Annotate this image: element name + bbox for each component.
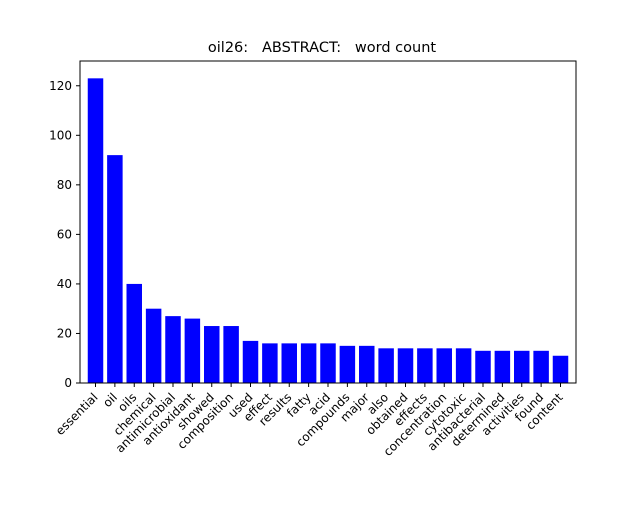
x-axis: essential oiloilschemicalantimicrobialant… [53,383,566,459]
y-axis: 0 20 40 60 80 100 120 [49,79,80,390]
bar-found [533,350,549,383]
bar-composition [223,326,239,383]
bar-antimicrobial [165,316,181,383]
bar-content [552,355,569,383]
bar-antibacterial [475,350,491,383]
y-tick-label: 100 [49,128,72,142]
y-tick-label: 80 [57,178,72,192]
bar-also [378,348,394,383]
bar-acid [320,343,336,383]
bar-essential [87,78,104,383]
bars-group [87,78,569,383]
y-tick-label: 0 [64,376,72,390]
bar-oils [126,283,142,383]
bar-effect [262,343,278,383]
y-tick-label: 120 [49,79,72,93]
bar-major [359,345,375,383]
x-tick-label: essential [53,390,101,438]
y-tick-label: 40 [57,277,72,291]
bar-chemical [145,308,162,383]
bar-compounds [339,345,356,383]
plot-frame [79,60,577,384]
bar-determined [494,350,511,383]
chart-title: oil26: ABSTRACT: word count [208,40,436,56]
bar-antioxidant [184,318,201,383]
bar-fatty [300,343,317,383]
bar-effects [417,348,433,383]
bar-activities [514,350,530,383]
bar-cytotoxic [455,348,472,383]
y-tick-label: 60 [57,227,72,241]
bar-used [242,340,259,383]
bar-oil [107,155,123,383]
bar-results [281,343,297,383]
bar-showed [204,326,220,383]
bar-obtained [397,348,414,383]
bar-concentration [436,348,452,383]
y-tick-label: 20 [57,326,72,340]
